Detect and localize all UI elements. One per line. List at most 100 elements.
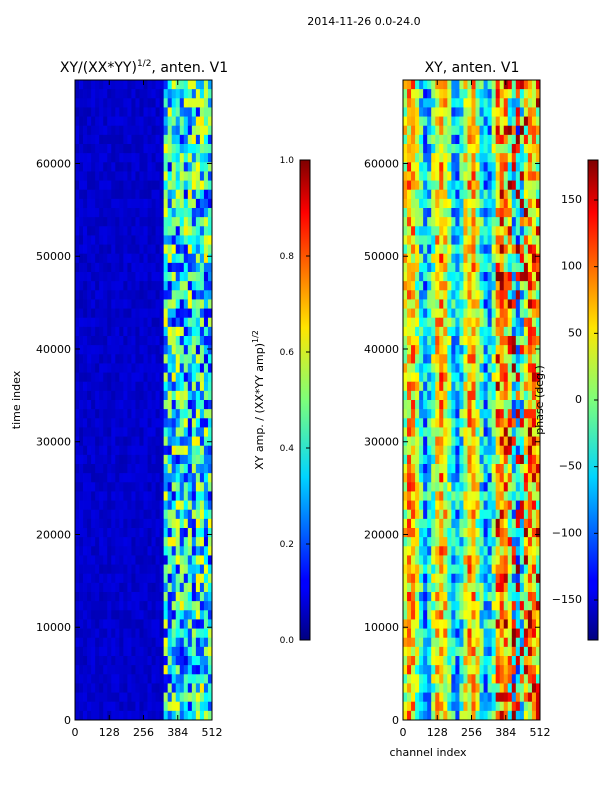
heatmap-cell [195, 500, 201, 511]
heatmap-cell [451, 354, 456, 364]
heatmap-cell [443, 546, 448, 556]
heatmap-cell [87, 400, 92, 410]
heatmap-cell [415, 89, 420, 99]
heatmap-cell [495, 637, 501, 648]
heatmap-cell [535, 555, 541, 565]
heatmap-cell [411, 153, 416, 163]
heatmap-cell [87, 646, 92, 657]
heatmap-cell [415, 701, 420, 712]
heatmap-cell [195, 592, 201, 602]
heatmap-cell [471, 491, 476, 501]
heatmap-cell [123, 162, 128, 172]
heatmap-cell [155, 701, 161, 712]
heatmap-cell [535, 528, 541, 538]
heatmap-cell [199, 308, 205, 319]
heatmap-cell [139, 537, 144, 547]
heatmap-cell [451, 125, 456, 136]
heatmap-cell [199, 500, 205, 511]
heatmap-cell [115, 336, 120, 346]
heatmap-cell [155, 381, 161, 392]
heatmap-cell [159, 381, 165, 392]
heatmap-cell [519, 701, 525, 712]
heatmap-cell [519, 628, 525, 639]
heatmap-cell [511, 537, 517, 547]
heatmap-cell [467, 208, 472, 218]
heatmap-cell [515, 400, 521, 410]
heatmap-cell [531, 610, 537, 620]
heatmap-cell [167, 555, 173, 565]
heatmap-cell [487, 546, 493, 556]
heatmap-cell [411, 683, 416, 693]
heatmap-cell [475, 592, 480, 602]
heatmap-cell [423, 107, 428, 117]
heatmap-cell [183, 262, 189, 273]
heatmap-cell [163, 217, 169, 227]
heatmap-cell [511, 217, 517, 227]
heatmap-cell [159, 80, 165, 90]
heatmap-cell [463, 592, 468, 602]
heatmap-cell [419, 354, 424, 364]
heatmap-cell [459, 491, 464, 501]
heatmap-cell [495, 308, 501, 319]
heatmap-cell [431, 692, 436, 703]
heatmap-cell [467, 582, 472, 593]
heatmap-cell [403, 454, 408, 465]
heatmap-cell [407, 372, 412, 383]
heatmap-cell [455, 189, 460, 200]
heatmap-cell [87, 235, 92, 245]
heatmap-cell [427, 646, 432, 657]
heatmap-cell [143, 381, 148, 392]
heatmap-cell [175, 317, 181, 328]
heatmap-cell [447, 409, 452, 419]
heatmap-cell [423, 134, 428, 145]
heatmap-cell [407, 564, 412, 575]
heatmap-cell [187, 198, 193, 209]
heatmap-cell [511, 674, 517, 684]
heatmap-cell [443, 637, 448, 648]
heatmap-cell [143, 665, 148, 675]
heatmap-cell [147, 409, 152, 419]
heatmap-cell [87, 153, 92, 163]
heatmap-cell [439, 153, 444, 163]
heatmap-cell [531, 464, 537, 474]
heatmap-cell [155, 317, 161, 328]
heatmap-cell [407, 272, 412, 282]
heatmap-cell [471, 665, 476, 675]
heatmap-cell [511, 482, 517, 492]
heatmap-cell [179, 601, 185, 611]
heatmap-cell [187, 180, 193, 191]
heatmap-cell [171, 262, 177, 273]
heatmap-cell [447, 226, 452, 236]
heatmap-cell [455, 491, 460, 501]
heatmap-cell [175, 427, 181, 437]
heatmap-cell [151, 710, 156, 721]
heatmap-cell [79, 665, 84, 675]
heatmap-cell [191, 363, 197, 373]
heatmap-cell [107, 573, 112, 584]
heatmap-cell [451, 436, 456, 447]
heatmap-cell [459, 107, 464, 117]
heatmap-cell [175, 144, 181, 154]
heatmap-cell [175, 473, 181, 483]
heatmap-cell [75, 555, 80, 565]
heatmap-cell [467, 610, 472, 620]
heatmap-cell [163, 674, 169, 684]
heatmap-cell [499, 345, 505, 355]
heatmap-cell [91, 555, 96, 565]
heatmap-cell [503, 701, 509, 712]
heatmap-cell [151, 281, 156, 291]
heatmap-cell [207, 427, 213, 437]
heatmap-cell [415, 528, 420, 538]
heatmap-cell [99, 537, 104, 547]
heatmap-cell [127, 144, 132, 154]
heatmap-cell [139, 153, 144, 163]
heatmap-cell [479, 171, 484, 181]
heatmap-cell [427, 518, 432, 529]
heatmap-cell [163, 537, 169, 547]
heatmap-cell [459, 400, 464, 410]
heatmap-cell [451, 546, 456, 556]
heatmap-cell [487, 619, 493, 629]
heatmap-cell [159, 436, 165, 447]
heatmap-cell [87, 80, 92, 90]
heatmap-cell [443, 381, 448, 392]
